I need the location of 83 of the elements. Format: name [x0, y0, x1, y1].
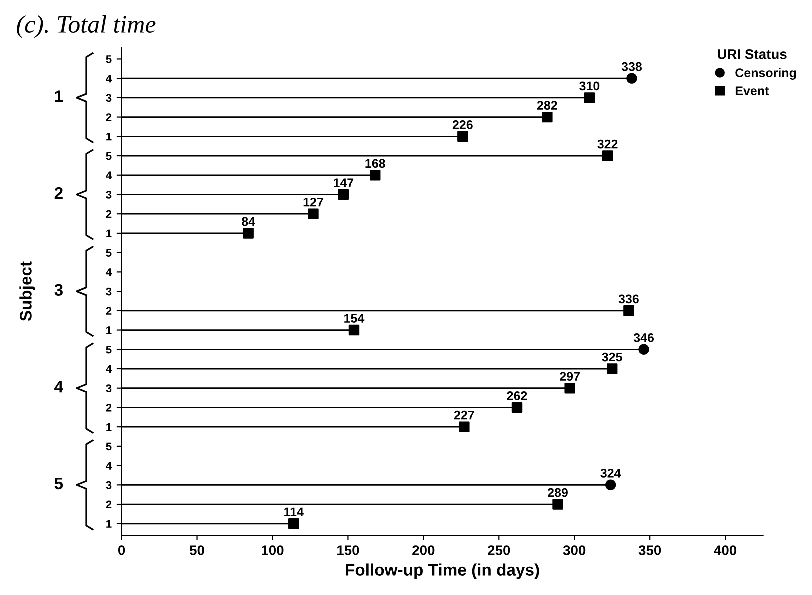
y-tick-label: 1 [106, 520, 112, 528]
data-label: 324 [600, 469, 622, 478]
x-tick-label: 100 [262, 546, 284, 556]
point [288, 518, 300, 530]
y-tick-label: 2 [106, 404, 112, 412]
text: 1 [55, 90, 64, 102]
y-tick-label: 4 [106, 172, 112, 180]
data-label: 227 [454, 410, 474, 420]
y-tick-label: 1 [106, 423, 112, 432]
x-tick-label: 400 [714, 546, 737, 556]
y-tick-label: 4 [106, 365, 112, 374]
y-tick-label: 4 [106, 268, 112, 276]
text: 3 [54, 284, 63, 296]
point [458, 131, 468, 142]
y-tick-label: 1 [106, 133, 112, 141]
y-tick-label: 4 [106, 462, 112, 470]
data-label: 325 [602, 352, 622, 362]
data-label: 262 [507, 392, 528, 400]
chart-title: (c). Total time [17, 15, 156, 38]
text: 2 [54, 187, 63, 200]
legend-label: Censoring [736, 68, 796, 80]
y-tick-label: 2 [106, 307, 112, 315]
y-tick-label: 3 [106, 481, 112, 490]
point [564, 383, 576, 394]
y-tick-label: 3 [106, 94, 112, 102]
point [512, 402, 523, 414]
data-label: 127 [304, 198, 324, 207]
data-label: 297 [560, 372, 580, 382]
point [606, 364, 618, 374]
data-label: 336 [618, 294, 639, 304]
data-label: 84 [242, 217, 256, 226]
y-axis-title: Subject [20, 262, 36, 322]
y-tick-label: 5 [106, 56, 112, 64]
x-tick-label: 250 [488, 546, 510, 556]
x-tick-label: 200 [412, 546, 435, 556]
legend-title: URI Status [718, 49, 787, 60]
data-label: 289 [548, 488, 568, 498]
point [338, 189, 350, 200]
y-tick-label: 3 [106, 288, 112, 296]
y-tick-label: 1 [106, 230, 112, 238]
data-label: 168 [366, 159, 386, 168]
y-tick-label: 5 [106, 249, 112, 257]
point [348, 324, 360, 336]
point [602, 150, 614, 162]
x-axis-title: Follow-up Time (in days) [346, 564, 540, 580]
y-tick-label: 4 [106, 74, 112, 83]
y-tick-label: 2 [106, 114, 112, 122]
legend-label: Event [736, 86, 770, 96]
data-label: 310 [580, 82, 600, 91]
point [552, 499, 564, 510]
data-label: 338 [622, 62, 642, 72]
y-tick-label: 2 [106, 210, 112, 218]
x-tick-label: 0 [118, 546, 126, 556]
point [624, 306, 634, 316]
point [308, 208, 319, 220]
point [626, 73, 638, 84]
data-label: 282 [537, 101, 558, 110]
y-tick-label: 3 [106, 191, 112, 199]
point [605, 480, 616, 491]
data-label: 147 [334, 178, 354, 188]
data-label: 346 [634, 333, 654, 342]
text: 4 [54, 381, 64, 393]
x-tick-label: 50 [190, 546, 204, 556]
point [459, 422, 470, 432]
x-tick-label: 300 [563, 546, 586, 556]
data-label: 322 [598, 140, 618, 149]
y-tick-label: 3 [106, 384, 112, 393]
point [542, 112, 553, 123]
y-tick-label: 2 [106, 500, 112, 509]
x-tick-label: 350 [638, 546, 662, 556]
point [584, 92, 596, 104]
text: 5 [54, 478, 64, 490]
y-tick-label: 5 [106, 152, 112, 160]
point [243, 228, 254, 239]
data-label: 114 [284, 508, 304, 516]
y-tick-label: 1 [106, 326, 112, 334]
data-label: 226 [452, 120, 473, 130]
point [370, 170, 381, 181]
x-tick-label: 150 [337, 546, 360, 556]
y-tick-label: 5 [106, 442, 112, 451]
point [638, 344, 650, 355]
data-label: 154 [344, 314, 365, 323]
y-tick-label: 5 [106, 346, 112, 354]
